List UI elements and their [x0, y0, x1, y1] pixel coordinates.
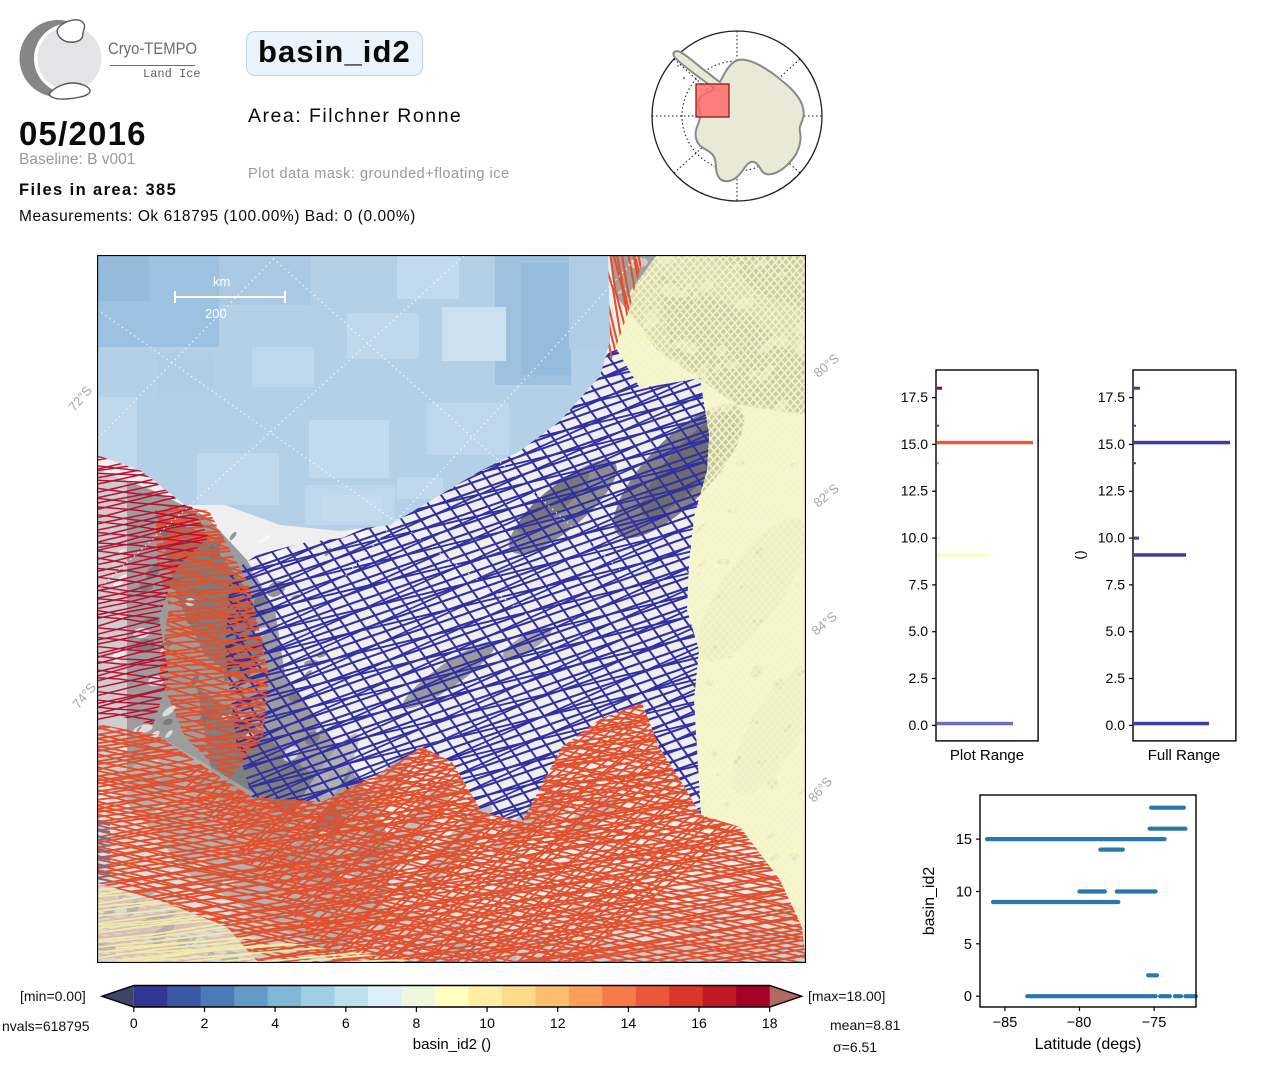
- svg-text:−80: −80: [1067, 1015, 1092, 1031]
- svg-text:6: 6: [342, 1015, 350, 1031]
- svg-text:0.0: 0.0: [909, 717, 929, 733]
- svg-text:17.5: 17.5: [1098, 389, 1125, 405]
- svg-text:14: 14: [621, 1015, 637, 1031]
- svg-text:−75: −75: [1142, 1015, 1167, 1031]
- svg-text:10: 10: [956, 885, 972, 901]
- svg-text:2.5: 2.5: [1106, 670, 1126, 686]
- svg-text:7.5: 7.5: [1106, 576, 1126, 592]
- svg-text:15.0: 15.0: [1098, 436, 1125, 452]
- svg-text:16: 16: [691, 1015, 707, 1031]
- svg-text:5: 5: [964, 937, 972, 953]
- svg-text:km: km: [213, 274, 230, 289]
- svg-text:0: 0: [130, 1015, 138, 1031]
- svg-text:basin_id2 (): basin_id2 (): [413, 1036, 491, 1053]
- svg-text:0: 0: [964, 989, 972, 1005]
- svg-text:basin_id2: basin_id2: [921, 867, 938, 936]
- svg-text:15.0: 15.0: [901, 436, 928, 452]
- svg-text:(): (): [1075, 550, 1087, 559]
- svg-text:Plot Range: Plot Range: [950, 747, 1024, 764]
- svg-text:15: 15: [956, 832, 972, 848]
- svg-text:4: 4: [271, 1015, 279, 1031]
- svg-text:Latitude (degs): Latitude (degs): [1035, 1036, 1142, 1053]
- svg-text:12: 12: [550, 1015, 566, 1031]
- svg-text:10.0: 10.0: [901, 530, 928, 546]
- svg-text:18: 18: [762, 1015, 778, 1031]
- svg-text:2.5: 2.5: [909, 670, 929, 686]
- svg-text:12.5: 12.5: [1098, 483, 1125, 499]
- svg-text:5.0: 5.0: [909, 623, 929, 639]
- svg-text:8: 8: [413, 1015, 421, 1031]
- svg-text:10.0: 10.0: [1098, 530, 1125, 546]
- svg-text:2: 2: [201, 1015, 209, 1031]
- svg-text:200: 200: [205, 306, 227, 321]
- svg-text:7.5: 7.5: [909, 576, 929, 592]
- svg-text:5.0: 5.0: [1106, 623, 1126, 639]
- svg-text:17.5: 17.5: [901, 389, 928, 405]
- svg-text:0.0: 0.0: [1106, 717, 1126, 733]
- svg-text:12.5: 12.5: [901, 483, 928, 499]
- svg-text:Full Range: Full Range: [1148, 747, 1221, 764]
- svg-text:10: 10: [479, 1015, 495, 1031]
- svg-text:−85: −85: [993, 1015, 1018, 1031]
